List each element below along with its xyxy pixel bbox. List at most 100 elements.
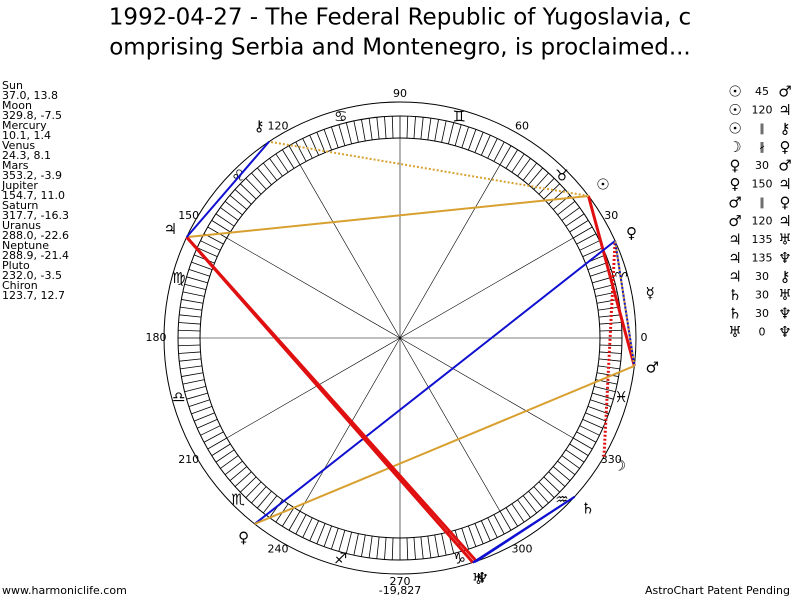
ring-tick	[200, 425, 221, 436]
ring-tick	[573, 437, 593, 450]
aspect-angle: ∥	[759, 122, 765, 135]
title-line: omprising Serbia and Montenegro, is proc…	[109, 35, 691, 61]
ring-tick	[191, 406, 213, 415]
ring-tick	[331, 528, 339, 550]
ring-tick	[182, 379, 205, 385]
aspect-line	[185, 236, 478, 563]
aspect-line	[614, 240, 636, 367]
ring-tick	[188, 269, 210, 277]
ring-tick	[522, 495, 537, 514]
aspect-line	[475, 495, 576, 563]
planet-glyph: ♃	[164, 220, 177, 238]
ring-tick	[468, 525, 477, 547]
ring-tick	[548, 471, 566, 487]
aspect-line	[472, 560, 477, 564]
spoke	[399, 337, 574, 439]
ring-tick	[548, 189, 566, 205]
ring-tick	[599, 344, 622, 347]
ring-tick	[487, 138, 498, 159]
ring-tick	[487, 517, 498, 538]
zodiac-sign: ♐	[334, 550, 347, 568]
spoke	[226, 337, 401, 439]
planet-coords: 353.2, -3.9	[2, 169, 62, 182]
ring-tick	[543, 476, 560, 493]
ring-tick	[596, 299, 619, 304]
ring-tick	[224, 460, 243, 475]
ring-tick	[302, 517, 313, 538]
ring-tick	[474, 132, 484, 153]
ring-tick	[596, 372, 619, 377]
ring-tick	[461, 528, 469, 550]
ring-tick	[203, 431, 224, 443]
zodiac-sign: ♋	[334, 107, 347, 125]
aspect-planet: ♅	[778, 286, 791, 304]
planet-glyph: ⚷	[254, 117, 265, 135]
ring-tick	[288, 511, 301, 531]
ring-tick	[582, 247, 603, 258]
planet-glyph: ☉	[596, 176, 609, 194]
ring-tick	[186, 276, 208, 284]
ring-tick	[447, 122, 455, 145]
ring-tick	[181, 299, 204, 304]
zodiac-sign: ♎	[172, 388, 185, 406]
ring-tick	[569, 443, 589, 456]
ring-tick	[434, 534, 439, 557]
spoke	[399, 164, 501, 339]
ring-tick	[505, 507, 518, 527]
ring-tick	[499, 511, 512, 531]
planet-glyph: ♂	[645, 359, 658, 377]
degree-label: 0	[641, 331, 648, 344]
ring-tick	[474, 523, 484, 544]
ring-tick	[180, 365, 203, 370]
ring-tick	[220, 455, 239, 469]
ring-tick	[441, 120, 447, 143]
title-line: 1992-04-27 - The Federal Republic of Yug…	[109, 5, 691, 31]
aspect-planet: ♂	[778, 83, 791, 101]
ring-tick	[282, 507, 295, 527]
aspect-planet: ♀	[780, 194, 791, 212]
ring-tick	[191, 261, 213, 270]
ring-tick	[207, 437, 227, 450]
ring-tick	[538, 481, 555, 498]
ring-tick	[338, 124, 346, 146]
ring-tick	[528, 490, 544, 509]
ring-tick	[215, 213, 235, 227]
aspect-planet: ♀	[730, 175, 741, 193]
ring-tick	[184, 385, 207, 393]
ring-tick	[493, 141, 505, 162]
aspect-planet: ♃	[778, 212, 791, 230]
ring-tick	[331, 126, 339, 148]
footer-center: -19,827	[379, 584, 421, 597]
planet-glyph: ☿	[645, 284, 654, 302]
aspect-line	[587, 195, 636, 367]
planet-coords: 123.7, 12.7	[2, 289, 65, 302]
ring-tick	[461, 126, 469, 148]
planet-coords: 317.7, -16.3	[2, 209, 69, 222]
ring-tick	[576, 233, 597, 245]
ring-tick	[368, 118, 373, 141]
ring-tick	[557, 201, 576, 216]
ring-tick	[361, 119, 366, 142]
ring-tick	[229, 466, 248, 482]
ring-tick	[569, 220, 589, 233]
planet-glyph: ♆	[476, 569, 489, 587]
ring-tick	[565, 449, 585, 463]
ring-tick	[593, 385, 616, 393]
ring-tick	[345, 531, 353, 554]
aspect-angle: ∦	[759, 141, 765, 154]
ring-tick	[245, 178, 262, 195]
aspect-planet: ♃	[728, 231, 741, 249]
ring-tick	[245, 481, 262, 498]
ring-tick	[178, 351, 201, 354]
ring-tick	[295, 141, 307, 162]
ring-tick	[573, 226, 593, 239]
planet-glyph: ♀	[238, 529, 249, 547]
ring-tick	[211, 443, 231, 456]
ring-tick	[269, 158, 283, 177]
ring-tick	[282, 149, 295, 169]
ring-tick	[263, 162, 278, 181]
ring-tick	[323, 525, 332, 547]
ring-tick	[338, 530, 346, 552]
degree-label: 120	[268, 120, 289, 133]
aspect-line	[185, 141, 270, 238]
